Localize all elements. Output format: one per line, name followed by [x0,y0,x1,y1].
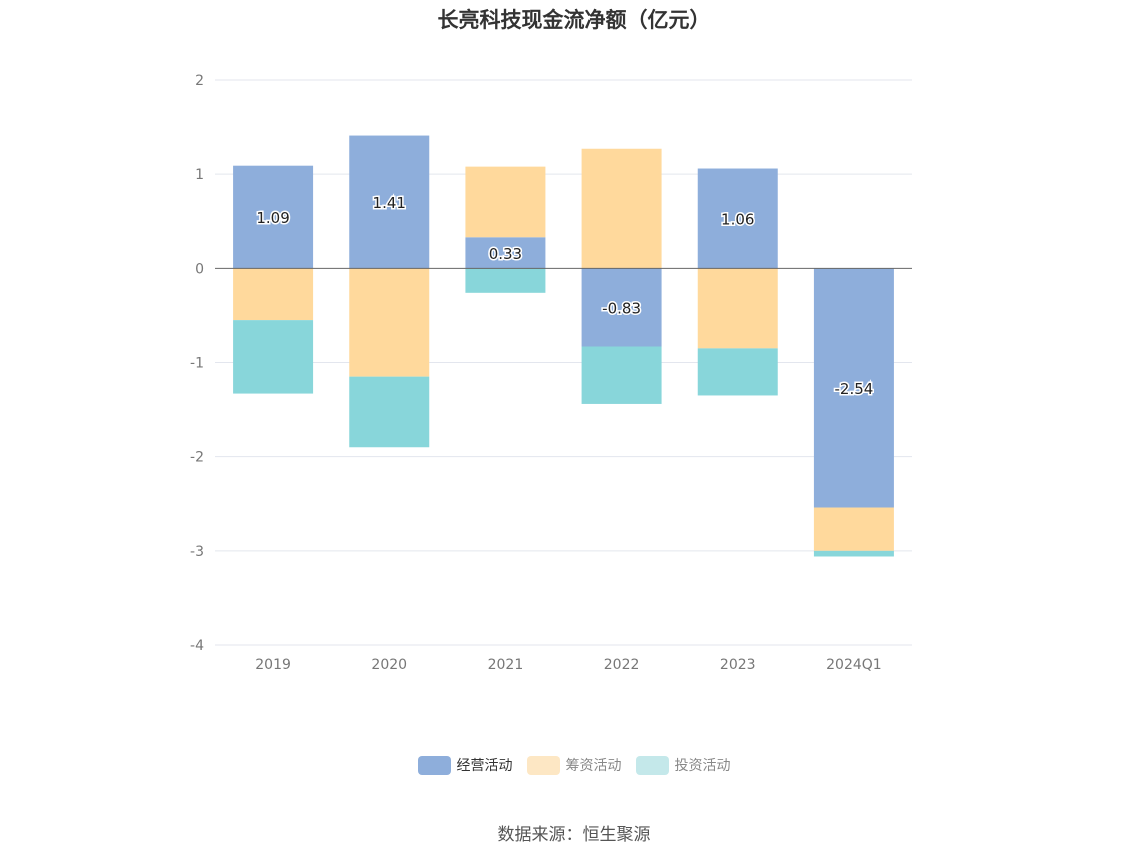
bar-investing-2023 [697,348,778,396]
bar-financing-2021 [465,166,546,238]
data-labels: 1.09 1.41 0.33 -0.83 1.06 -2.54 [255,192,875,399]
legend-item-financing[interactable]: 筹资活动 [526,755,622,775]
legend-item-investing[interactable]: 投资活动 [635,755,731,775]
legend-label-financing: 筹资活动 [565,758,622,774]
bar-financing-2023 [697,268,778,349]
x-tick-label-2022: 2022 [604,657,640,673]
chart-title: 长亮科技现金流净额（亿元） [437,8,711,32]
x-tick-label-2023: 2023 [720,657,756,673]
legend-swatch-operating [417,755,451,775]
data-label-2019: 1.09 [256,209,289,227]
y-tick-label: 2 [195,73,204,89]
data-label-2022: -0.83 [602,299,641,317]
y-tick-label: -4 [190,638,204,654]
x-tick-label-2021: 2021 [488,657,524,673]
bars [233,135,894,557]
y-tick-label: -3 [190,544,204,560]
bar-operating-2019 [233,165,314,269]
bar-operating-2023 [697,168,778,269]
x-tick-label-2020: 2020 [371,657,407,673]
data-label-2023: 1.06 [721,210,754,228]
y-tick-label: -2 [190,450,204,466]
legend-label-operating: 经营活动 [456,758,513,774]
bar-financing-2020 [349,268,430,377]
data-label-2021: 0.33 [489,245,522,263]
y-tick-label: 1 [195,167,204,183]
bar-operating-2021 [465,237,546,269]
x-tick-label-2019: 2019 [255,657,291,673]
y-tick-label: -1 [190,356,204,372]
bar-investing-2020 [349,376,430,448]
legend-swatch-financing [526,755,560,775]
bar-operating-2022 [581,268,662,347]
grid-lines [215,79,912,646]
bar-investing-2021 [465,268,546,293]
data-label-2020: 1.41 [373,194,406,212]
y-tick-label: 0 [195,261,204,277]
legend-item-operating[interactable]: 经营活动 [417,755,513,775]
bar-financing-2024Q1 [813,507,894,551]
bar-financing-2019 [233,268,314,321]
x-tick-label-2024Q1: 2024Q1 [826,657,882,673]
data-source: 数据来源：恒生聚源 [497,825,651,845]
legend-swatch-investing [635,755,669,775]
bar-investing-2024Q1 [813,550,894,557]
bar-investing-2019 [233,320,314,394]
legend: 经营活动 筹资活动 投资活动 [0,755,1148,775]
bar-investing-2022 [581,346,662,404]
bar-financing-2022 [581,148,662,269]
axis-ticks: 2 1 0 -1 -2 -3 -4 2019 2020 2021 2022 2023 2024Q1 [190,73,882,673]
legend-label-investing: 投资活动 [674,758,731,774]
data-label-2024Q1: -2.54 [835,380,874,398]
bar-operating-2024Q1 [813,268,894,508]
bar-operating-2020 [349,135,430,269]
